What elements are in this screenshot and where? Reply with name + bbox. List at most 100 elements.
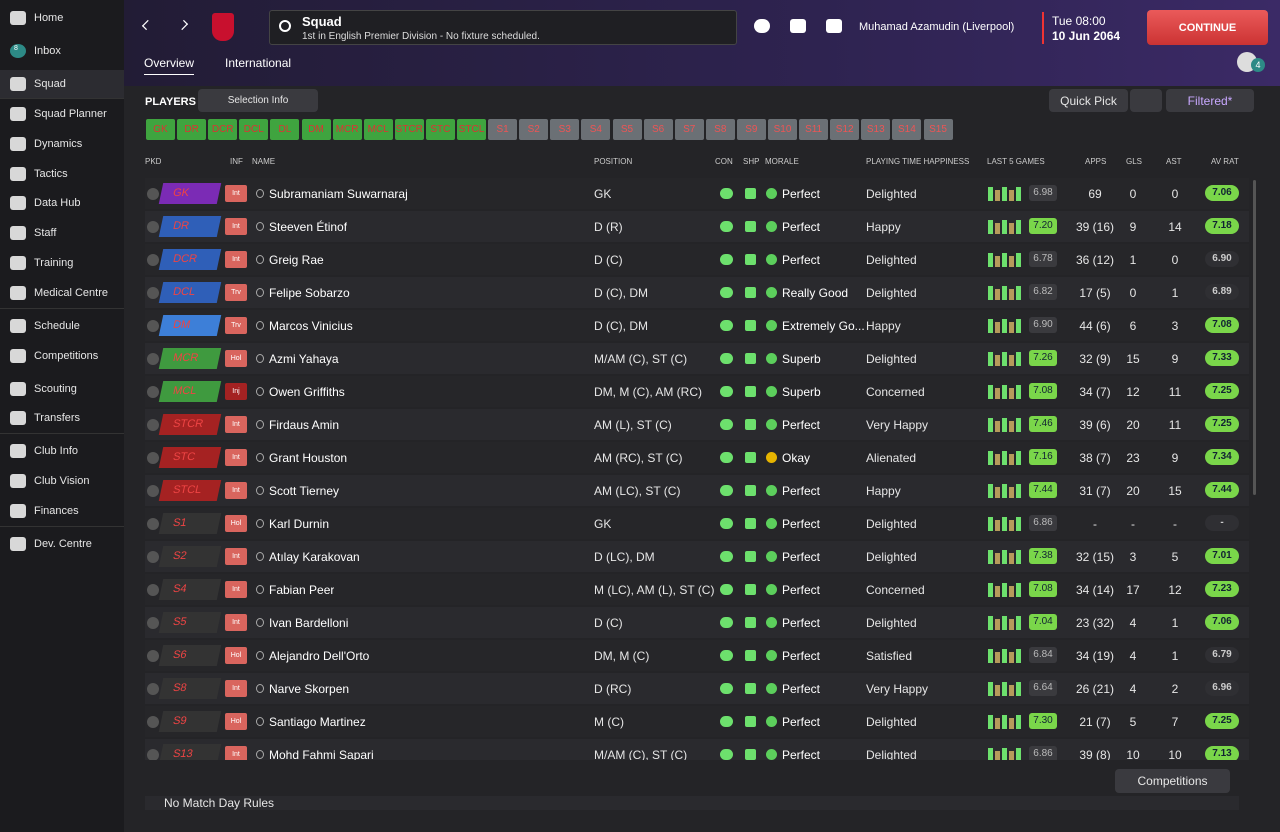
position-filter[interactable]: DCL (239, 119, 269, 140)
selection-info-button[interactable]: Selection Info (198, 89, 318, 112)
position-filter[interactable]: S9 (736, 119, 766, 140)
position-filter[interactable]: S3 (550, 119, 580, 140)
position-filter[interactable]: STCL (457, 119, 486, 140)
column-header[interactable]: APPS (1085, 157, 1107, 166)
player-row[interactable]: S13 Int Mohd Fahmi Sapari M/AM (C), ST (C) P… (145, 739, 1249, 760)
nav-item[interactable]: Schedule (0, 312, 124, 340)
selection-chip[interactable]: S6 (158, 645, 222, 666)
position-filter[interactable]: S12 (830, 119, 860, 140)
player-row[interactable]: S8 Int Narve Skorpen D (RC) Perfect Very Happ… (145, 673, 1249, 704)
player-row[interactable]: DCL Trv Felipe Sobarzo D (C), DM Really Good… (145, 277, 1249, 308)
position-filter[interactable]: S11 (799, 119, 829, 140)
column-header[interactable]: MORALE (765, 157, 799, 166)
selection-chip[interactable]: DCL (158, 282, 222, 303)
nav-item[interactable]: Medical Centre (0, 279, 124, 307)
column-header[interactable]: INF (230, 157, 243, 166)
player-row[interactable]: STCL Int Scott Tierney AM (LC), ST (C) Perfe… (145, 475, 1249, 506)
player-row[interactable]: STC Int Grant Houston AM (RC), ST (C) Okay Al… (145, 442, 1249, 473)
column-header[interactable]: GLS (1126, 157, 1143, 166)
selection-chip[interactable]: MCR (158, 348, 222, 369)
player-row[interactable]: S1 Hol Karl Durnin GK Perfect Delighted 6.86 - -… (145, 508, 1249, 539)
nav-item[interactable]: Transfers (0, 404, 124, 432)
position-filter[interactable]: S5 (612, 119, 642, 140)
position-filter[interactable]: S1 (488, 119, 518, 140)
nav-item[interactable]: Dev. Centre (0, 530, 124, 558)
column-header[interactable]: AST (1166, 157, 1182, 166)
selection-chip[interactable]: S2 (158, 546, 222, 567)
nav-item[interactable]: Competitions (0, 342, 124, 370)
header-icon[interactable] (826, 19, 842, 33)
forward-button[interactable] (177, 19, 189, 31)
selection-chip[interactable]: STCL (158, 480, 222, 501)
position-filter[interactable]: S7 (674, 119, 704, 140)
nav-item[interactable]: Tactics (0, 160, 124, 188)
player-row[interactable]: DM Trv Marcos Vinicius D (C), DM Extremely G… (145, 310, 1249, 341)
nav-item[interactable]: Training (0, 249, 124, 277)
competitions-button[interactable]: Competitions (1115, 769, 1230, 793)
position-filter[interactable]: DR (177, 119, 207, 140)
nav-item[interactable]: Staff (0, 219, 124, 247)
selection-chip[interactable]: S5 (158, 612, 222, 633)
column-header[interactable]: NAME (252, 157, 276, 166)
selection-chip[interactable]: STCR (158, 414, 222, 435)
nav-item[interactable]: Squad Planner (0, 100, 124, 128)
selection-chip[interactable]: GK (158, 183, 222, 204)
player-row[interactable]: GK Int Subramaniam Suwarnaraj GK Perfect Deli… (145, 178, 1249, 209)
player-row[interactable]: S2 Int Atılay Karakovan D (LC), DM Perfect De… (145, 541, 1249, 572)
club-crest[interactable] (212, 13, 234, 41)
selection-chip[interactable]: S1 (158, 513, 222, 534)
selection-chip[interactable]: S8 (158, 678, 222, 699)
position-filter[interactable]: S6 (643, 119, 673, 140)
filter-button[interactable]: Filtered* (1166, 89, 1254, 112)
position-filter[interactable]: DCR (208, 119, 238, 140)
manager-name[interactable]: Muhamad Azamudin (Liverpool) (859, 21, 1015, 33)
nav-item[interactable]: Club Info (0, 437, 124, 465)
position-filter[interactable]: STC (425, 119, 455, 140)
tab[interactable]: Overview (144, 56, 195, 75)
player-row[interactable]: STCR Int Firdaus Amin AM (L), ST (C) Perfect… (145, 409, 1249, 440)
position-filter[interactable]: STCR (394, 119, 424, 140)
column-header[interactable]: LAST 5 GAMES (987, 157, 1045, 166)
selection-chip[interactable]: DM (158, 315, 222, 336)
search-box[interactable]: Squad 1st in English Premier Division - N… (269, 10, 737, 45)
player-row[interactable]: S4 Int Fabian Peer M (LC), AM (L), ST (C) Pe… (145, 574, 1249, 605)
nav-item[interactable]: Home (0, 4, 124, 32)
header-icon[interactable] (790, 19, 806, 33)
player-row[interactable]: S6 Hol Alejandro Dell'Orto DM, M (C) Perfect… (145, 640, 1249, 671)
selection-chip[interactable]: S4 (158, 579, 222, 600)
nav-item[interactable]: Squad (0, 70, 124, 98)
quick-pick-button[interactable]: Quick Pick (1049, 89, 1128, 112)
column-header[interactable]: CON (715, 157, 733, 166)
position-filter[interactable]: GK (146, 119, 175, 140)
selection-chip[interactable]: S13 (158, 744, 222, 760)
position-filter[interactable]: S13 (861, 119, 891, 140)
player-row[interactable]: S5 Int Ivan Bardelloni D (C) Perfect Delighte… (145, 607, 1249, 638)
column-header[interactable]: POSITION (594, 157, 633, 166)
position-filter[interactable]: MCL (363, 119, 393, 140)
position-filter[interactable]: S14 (892, 119, 922, 140)
position-filter[interactable]: DM (301, 119, 331, 140)
column-header[interactable]: PKD (145, 157, 162, 166)
position-filter[interactable]: S2 (519, 119, 549, 140)
quick-pick-menu[interactable] (1130, 89, 1162, 112)
player-row[interactable]: DR Int Steeven Étinof D (R) Perfect Happy 7.20… (145, 211, 1249, 242)
nav-item[interactable]: Dynamics (0, 130, 124, 158)
position-filter[interactable]: S8 (705, 119, 735, 140)
player-row[interactable]: MCL Inj Owen Griffiths DM, M (C), AM (RC) Su… (145, 376, 1249, 407)
back-button[interactable] (141, 19, 153, 31)
selection-chip[interactable]: S9 (158, 711, 222, 732)
selection-chip[interactable]: DR (158, 216, 222, 237)
nav-item[interactable]: Club Vision (0, 467, 124, 495)
player-row[interactable]: DCR Int Greig Rae D (C) Perfect Delighted 6.78… (145, 244, 1249, 275)
position-filter[interactable]: MCR (332, 119, 362, 140)
column-header[interactable]: AV RAT (1211, 157, 1239, 166)
position-filter[interactable]: S10 (768, 119, 797, 140)
position-filter[interactable]: S4 (581, 119, 611, 140)
position-filter[interactable]: DL (270, 119, 300, 140)
selection-chip[interactable]: DCR (158, 249, 222, 270)
player-row[interactable]: MCR Hol Azmi Yahaya M/AM (C), ST (C) Superb D… (145, 343, 1249, 374)
selection-chip[interactable]: STC (158, 447, 222, 468)
nav-item[interactable]: Scouting (0, 375, 124, 403)
column-header[interactable]: SHP (743, 157, 760, 166)
tab[interactable]: International (225, 56, 292, 70)
